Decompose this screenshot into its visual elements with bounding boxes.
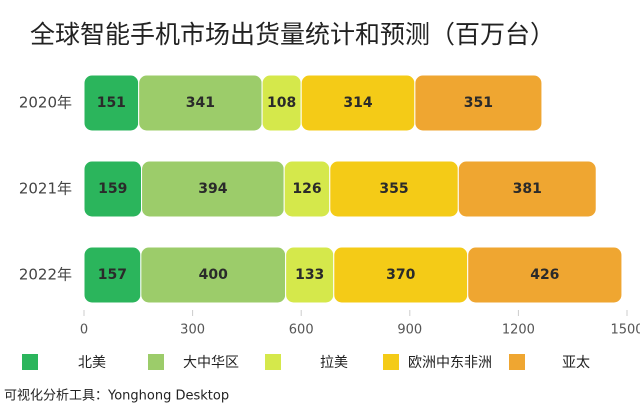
value-label: 426 [530, 267, 559, 283]
value-label: 351 [464, 95, 493, 111]
legend-swatch [383, 354, 399, 370]
legend-label: 大中华区 [183, 355, 239, 371]
legend-swatch [265, 354, 281, 370]
legend-swatch [148, 354, 164, 370]
value-label: 314 [343, 95, 372, 111]
value-label: 157 [98, 267, 127, 283]
value-label: 355 [379, 181, 408, 197]
value-label: 400 [199, 267, 228, 283]
x-tick-label: 300 [180, 323, 205, 338]
legend-label: 拉美 [320, 355, 348, 371]
y-tick-label: 2021年 [19, 180, 72, 198]
y-tick-label: 2020年 [19, 94, 72, 112]
legend-label: 亚太 [562, 355, 590, 371]
value-label: 133 [295, 267, 324, 283]
x-tick-label: 600 [289, 323, 314, 338]
chart-title: 全球智能手机市场出货量统计和预测（百万台） [30, 20, 555, 49]
legend-label: 北美 [78, 355, 106, 371]
bar-segment [457, 160, 597, 218]
y-tick-label: 2022年 [19, 266, 72, 284]
legend-swatch [22, 354, 38, 370]
value-label: 394 [198, 181, 227, 197]
value-label: 381 [513, 181, 542, 197]
value-label: 159 [98, 181, 127, 197]
bar-segment [467, 246, 623, 304]
x-tick-label: 900 [397, 323, 422, 338]
bar-segment [414, 74, 543, 132]
x-tick-label: 0 [80, 323, 88, 338]
footer: 可视化分析工具：Yonghong Desktop [4, 389, 229, 404]
value-label: 341 [186, 95, 215, 111]
x-tick-label: 1200 [502, 323, 535, 338]
legend-label: 欧洲中东非洲 [408, 355, 492, 371]
value-label: 370 [386, 267, 415, 283]
x-tick-label: 1500 [610, 323, 640, 338]
value-label: 126 [292, 181, 321, 197]
legend-swatch [509, 354, 525, 370]
value-label: 108 [267, 95, 296, 111]
value-label: 151 [97, 95, 126, 111]
